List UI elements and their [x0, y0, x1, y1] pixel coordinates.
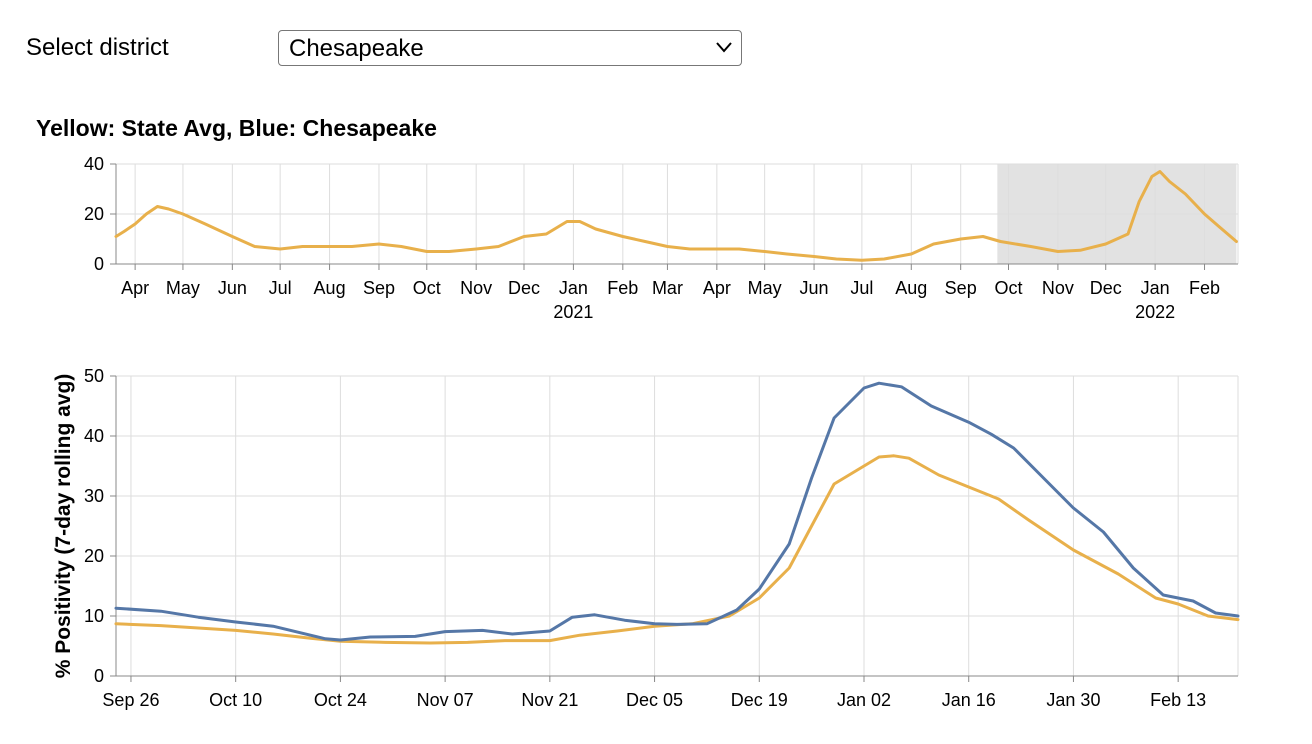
x-tick-label: Apr [703, 278, 731, 298]
x-tick-label: Dec 05 [626, 690, 683, 710]
x-tick-label: Dec [508, 278, 540, 298]
x-tick-label: Apr [121, 278, 149, 298]
x-tick-label: Oct [994, 278, 1022, 298]
overview-chart: Yellow: State Avg, Blue: Chesapeake Apr Ma… [36, 115, 1239, 322]
x-tick-label: May [748, 278, 782, 298]
x-tick-label: Jan 16 [942, 690, 996, 710]
series-line-state [114, 170, 1238, 262]
x-tick-label: Oct [413, 278, 441, 298]
y-tick-label: 30 [84, 486, 104, 506]
chevron-down-icon [716, 42, 732, 53]
y-tick-label: 0 [94, 666, 104, 686]
x-tick-label: Feb [607, 278, 638, 298]
y-axis-label: % Positivity (7-day rolling avg) [52, 374, 75, 679]
chart-title: Yellow: State Avg, Blue: Chesapeake [36, 115, 437, 141]
x-tick-label: Jan 30 [1046, 690, 1100, 710]
x-year-label: 2021 [553, 302, 593, 322]
x-tick-label: Jan 02 [837, 690, 891, 710]
select-district-label: Select district [26, 34, 169, 61]
y-tick-label: 40 [84, 154, 104, 174]
y-tick-label: 50 [84, 366, 104, 386]
x-tick-label: Nov [1042, 278, 1074, 298]
y-tick-label: 20 [84, 546, 104, 566]
series-line-district [114, 381, 1240, 642]
district-select[interactable]: Chesapeake [278, 30, 742, 66]
x-tick-label: Jul [850, 278, 873, 298]
x-tick-label: Feb [1189, 278, 1220, 298]
x-tick-label: Jul [269, 278, 292, 298]
series-line-state [114, 454, 1240, 645]
x-tick-label: Mar [652, 278, 683, 298]
x-tick-label: May [166, 278, 200, 298]
x-year-label: 2022 [1135, 302, 1175, 322]
x-tick-label: Jan [1141, 278, 1170, 298]
y-tick-label: 10 [84, 606, 104, 626]
x-tick-label: Sep [363, 278, 395, 298]
x-tick-label: Aug [895, 278, 927, 298]
y-tick-label: 20 [84, 204, 104, 224]
x-tick-label: Sep [945, 278, 977, 298]
x-tick-label: Oct 10 [209, 690, 262, 710]
x-tick-label: Nov 21 [521, 690, 578, 710]
x-tick-label: Jan [559, 278, 588, 298]
detail-chart: Sep 26 Oct 10 Oct 24 Nov 07 Nov 21 Dec 05 Dec … [52, 366, 1240, 710]
x-tick-label: Sep 26 [102, 690, 159, 710]
x-tick-label: Dec 19 [731, 690, 788, 710]
y-tick-label: 0 [94, 254, 104, 274]
x-tick-label: Oct 24 [314, 690, 367, 710]
x-tick-label: Nov [460, 278, 492, 298]
x-tick-label: Jun [800, 278, 829, 298]
y-tick-label: 40 [84, 426, 104, 446]
x-tick-label: Nov 07 [417, 690, 474, 710]
x-tick-label: Feb 13 [1150, 690, 1206, 710]
x-tick-label: Jun [218, 278, 247, 298]
district-select-value: Chesapeake [289, 35, 424, 62]
x-tick-label: Dec [1090, 278, 1122, 298]
x-tick-label: Aug [314, 278, 346, 298]
